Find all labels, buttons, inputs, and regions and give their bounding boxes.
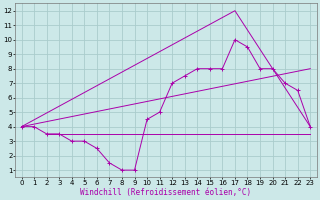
X-axis label: Windchill (Refroidissement éolien,°C): Windchill (Refroidissement éolien,°C) bbox=[80, 188, 252, 197]
